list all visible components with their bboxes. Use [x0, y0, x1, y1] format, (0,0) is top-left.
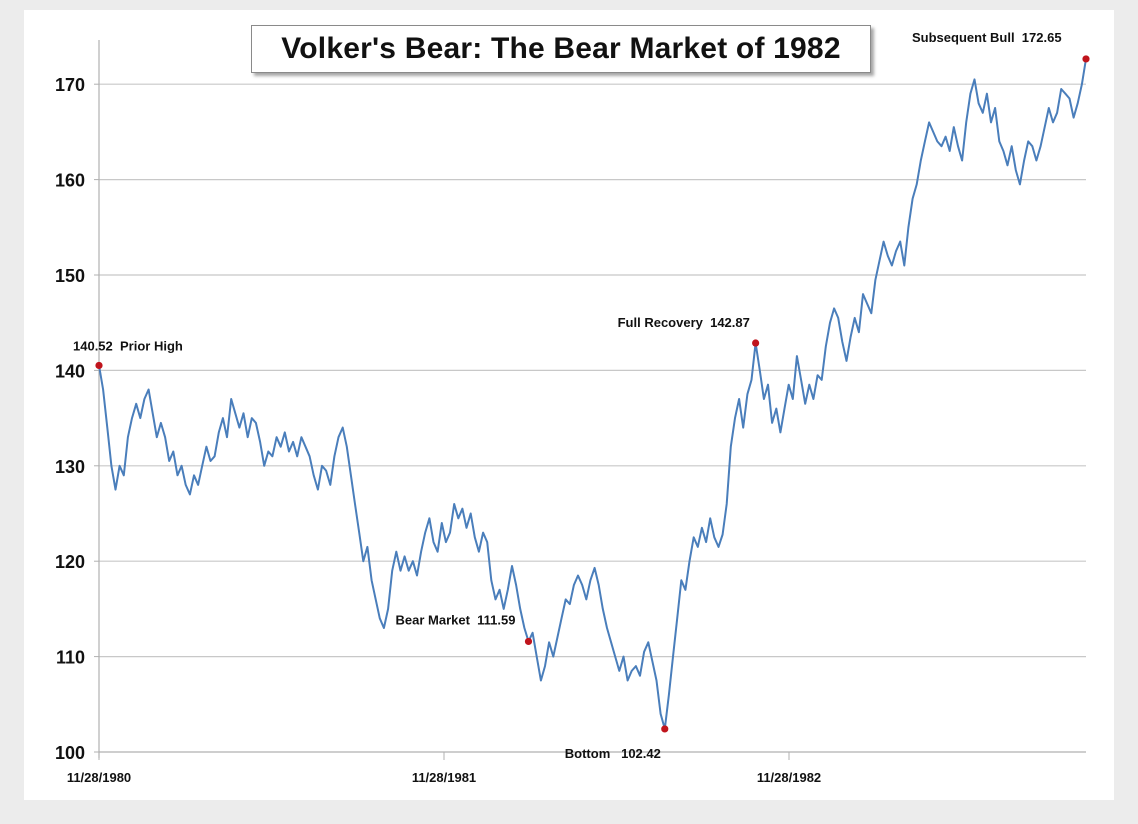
y-tick-label: 110	[56, 648, 85, 668]
annotation-marker	[95, 361, 103, 370]
annotation-label: Bear Market 111.59	[395, 612, 515, 627]
annotation-marker	[752, 339, 760, 347]
y-axis-ticks: 100 110 120 130 140 150 160 170	[55, 75, 99, 763]
x-tick-label: 11/28/1981	[412, 770, 476, 785]
y-tick-label: 140	[55, 361, 85, 381]
x-tick-label: 11/28/1982	[757, 770, 821, 785]
annotation-label: Bottom 102.42	[565, 746, 661, 761]
y-tick-label: 100	[55, 743, 85, 763]
x-axis-ticks: 11/28/1980 11/28/1981 11/28/1982	[67, 752, 821, 785]
chart-title: Volker's Bear: The Bear Market of 1982	[251, 25, 871, 73]
x-tick-label: 11/28/1980	[67, 770, 131, 785]
chart-frame: Volker's Bear: The Bear Market of 1982 1…	[24, 10, 1114, 800]
annotation-label: Subsequent Bull 172.65	[912, 30, 1062, 45]
annotation-label: Full Recovery 142.87	[618, 315, 750, 330]
annotation-label: 140.52 Prior High	[73, 338, 183, 353]
y-tick-label: 130	[55, 457, 85, 477]
annotations: 140.52 Prior High Bear Market 111.59 Botto…	[73, 30, 1090, 761]
series-line-0	[98, 58, 1087, 730]
y-tick-label: 150	[55, 266, 85, 286]
y-tick-label: 160	[55, 171, 85, 191]
annotation-marker	[661, 725, 669, 733]
annotation-marker	[524, 637, 533, 646]
series-group	[98, 58, 1087, 730]
axes	[98, 40, 1086, 758]
y-tick-label: 120	[55, 552, 85, 572]
y-tick-label: 170	[55, 75, 85, 95]
annotation-marker	[1082, 55, 1090, 63]
grid-lines	[99, 83, 1086, 658]
